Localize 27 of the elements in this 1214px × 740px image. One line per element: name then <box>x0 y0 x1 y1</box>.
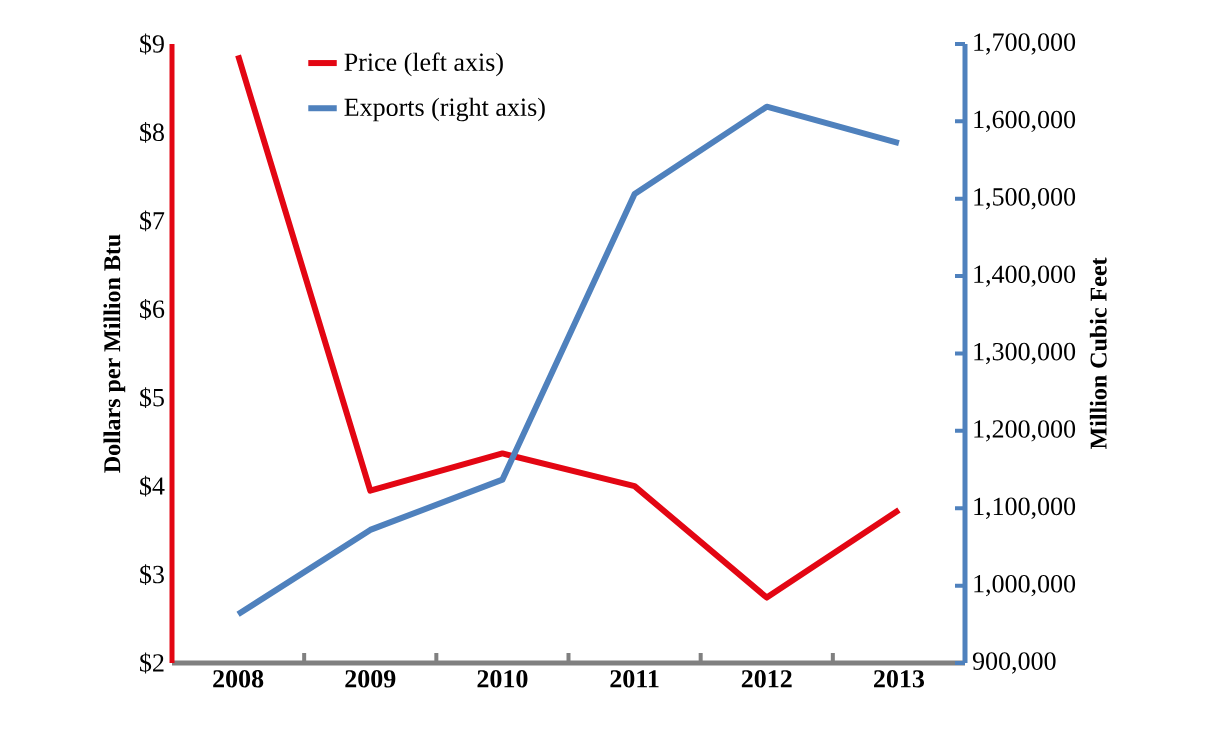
y2-tick-label: 1,100,000 <box>974 497 1076 519</box>
x-tick-label: 2008 <box>213 670 264 688</box>
y-axis-title: Dollars per Million Btu <box>103 234 126 473</box>
y2-tick-label: 1,600,000 <box>974 110 1076 133</box>
x-tick-label: 2011 <box>610 670 659 688</box>
y2-tick-label: 1,200,000 <box>974 420 1076 442</box>
y2-tick-label: 1,000,000 <box>974 574 1076 597</box>
y2-tick-label: 1,500,000 <box>974 188 1076 210</box>
x-tick-label: 2010 <box>477 670 528 688</box>
y2-tick-label: 1,300,000 <box>974 342 1076 365</box>
y2-tick-label: 1,400,000 <box>974 265 1076 287</box>
x-tick-label: 2012 <box>741 670 792 688</box>
x-tick-label: 2013 <box>874 670 925 688</box>
y-tick-label: $9 <box>140 33 164 55</box>
y-tick-label: $4 <box>140 475 165 497</box>
y2-tick-label: 1,700,000 <box>974 33 1076 55</box>
y-tick-label: $6 <box>140 298 165 320</box>
y-tick-label: $3 <box>140 564 164 585</box>
y-tick-label: $8 <box>140 122 164 143</box>
y-tick-label: $5 <box>140 387 164 409</box>
y2-axis-title: Million Cubic Feet <box>1089 257 1107 450</box>
legend-label: Price (left axis) <box>344 52 503 77</box>
y2-tick-label: 900,000 <box>972 652 1056 674</box>
y-tick-label: $2 <box>140 652 164 674</box>
legend-label: Exports (right axis) <box>344 97 545 122</box>
x-tick-label: 2009 <box>345 670 396 688</box>
y-tick-label: $7 <box>140 210 165 232</box>
